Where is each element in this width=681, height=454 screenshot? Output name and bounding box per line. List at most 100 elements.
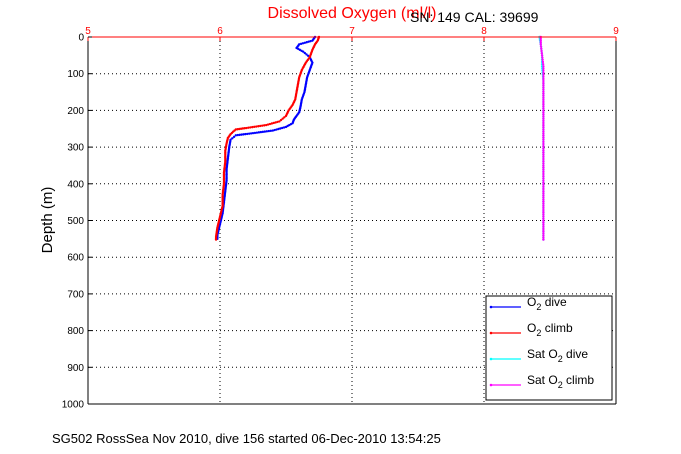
data-point — [541, 56, 544, 59]
data-point — [265, 123, 268, 127]
data-point — [247, 126, 250, 129]
data-point — [542, 71, 545, 74]
y-tick-label: 800 — [67, 326, 84, 337]
y-tick-label: 600 — [67, 253, 84, 264]
data-point — [542, 98, 545, 102]
data-point — [542, 159, 545, 163]
y-tick-label: 200 — [67, 106, 84, 117]
y-tick-labels: 0 100 200 300 400 500 600 700 800 900 1000 — [62, 33, 92, 411]
data-point — [241, 127, 245, 130]
data-point — [268, 122, 272, 126]
data-point — [542, 219, 545, 222]
data-point — [274, 121, 277, 124]
data-point — [542, 111, 545, 114]
data-point — [542, 142, 545, 146]
data-point — [542, 204, 545, 208]
data-point — [541, 60, 545, 64]
series-o2-climb — [214, 35, 321, 241]
data-point — [542, 151, 545, 154]
y-tick-label: 100 — [67, 69, 84, 80]
data-point — [540, 54, 544, 57]
data-point — [542, 65, 545, 68]
data-point — [542, 147, 545, 150]
data-point — [251, 125, 254, 129]
x-tick-label: 8 — [481, 26, 487, 37]
data-point — [542, 179, 545, 182]
data-point — [542, 236, 545, 239]
data-point — [542, 210, 545, 214]
data-point — [301, 42, 305, 45]
series-sat-o2-climb — [539, 35, 545, 241]
data-point — [540, 49, 543, 53]
legend-marker — [489, 383, 493, 387]
data-point — [305, 41, 308, 44]
legend-entry: O2 dive — [527, 295, 567, 312]
data-point — [253, 131, 257, 135]
data-point — [542, 172, 545, 176]
data-point — [542, 109, 545, 112]
data-point — [238, 133, 241, 137]
chart-title: Dissolved Oxygen (ml/l) — [268, 5, 437, 22]
data-point — [542, 221, 545, 224]
data-point — [542, 215, 545, 218]
data-point — [541, 62, 545, 66]
data-point — [301, 50, 305, 53]
chart-caption: SG502 RossSea Nov 2010, dive 156 started… — [52, 431, 441, 446]
data-point — [284, 114, 288, 118]
data-point — [253, 125, 256, 129]
data-point — [539, 37, 542, 41]
y-tick-label: 900 — [67, 363, 84, 374]
data-point — [542, 206, 545, 210]
data-point — [270, 122, 274, 125]
data-point — [542, 79, 545, 83]
data-point — [240, 133, 243, 136]
data-point — [542, 166, 545, 169]
data-point — [542, 225, 545, 229]
data-point — [309, 39, 312, 43]
data-point — [255, 125, 258, 128]
data-point — [278, 120, 281, 123]
data-point — [542, 105, 545, 108]
data-point — [238, 127, 241, 131]
y-tick-label: 300 — [67, 143, 84, 154]
data-point — [244, 132, 247, 136]
data-point — [542, 144, 545, 148]
data-point — [281, 117, 284, 120]
data-point — [542, 67, 545, 70]
data-point — [542, 136, 545, 139]
data-point — [247, 132, 251, 135]
data-point — [539, 45, 543, 48]
data-point — [542, 213, 545, 216]
data-point — [542, 194, 545, 197]
data-point — [243, 127, 246, 130]
data-point — [542, 196, 545, 199]
data-point — [542, 86, 545, 89]
data-point — [259, 130, 263, 134]
data-point — [542, 128, 545, 131]
data-point — [311, 39, 314, 42]
data-point — [542, 94, 545, 97]
data-point — [542, 77, 545, 81]
data-point — [542, 189, 545, 193]
data-point — [542, 208, 545, 212]
data-point — [279, 127, 282, 130]
data-point — [541, 58, 544, 61]
data-point — [283, 116, 286, 119]
data-point — [271, 129, 274, 132]
data-point — [542, 232, 545, 235]
data-point — [542, 130, 545, 133]
data-point — [542, 200, 545, 203]
data-point — [542, 100, 545, 104]
data-point — [214, 238, 218, 241]
y-tick-label: 0 — [78, 33, 84, 44]
y-tick-label: 700 — [67, 289, 84, 300]
data-point — [239, 127, 243, 130]
legend-marker — [489, 305, 493, 309]
data-point — [542, 90, 545, 93]
data-point — [542, 234, 545, 237]
data-point — [249, 132, 253, 135]
data-point — [234, 134, 238, 137]
legend-entry: Sat O2 climb — [527, 373, 594, 390]
data-point — [542, 217, 545, 220]
data-point — [303, 41, 307, 44]
